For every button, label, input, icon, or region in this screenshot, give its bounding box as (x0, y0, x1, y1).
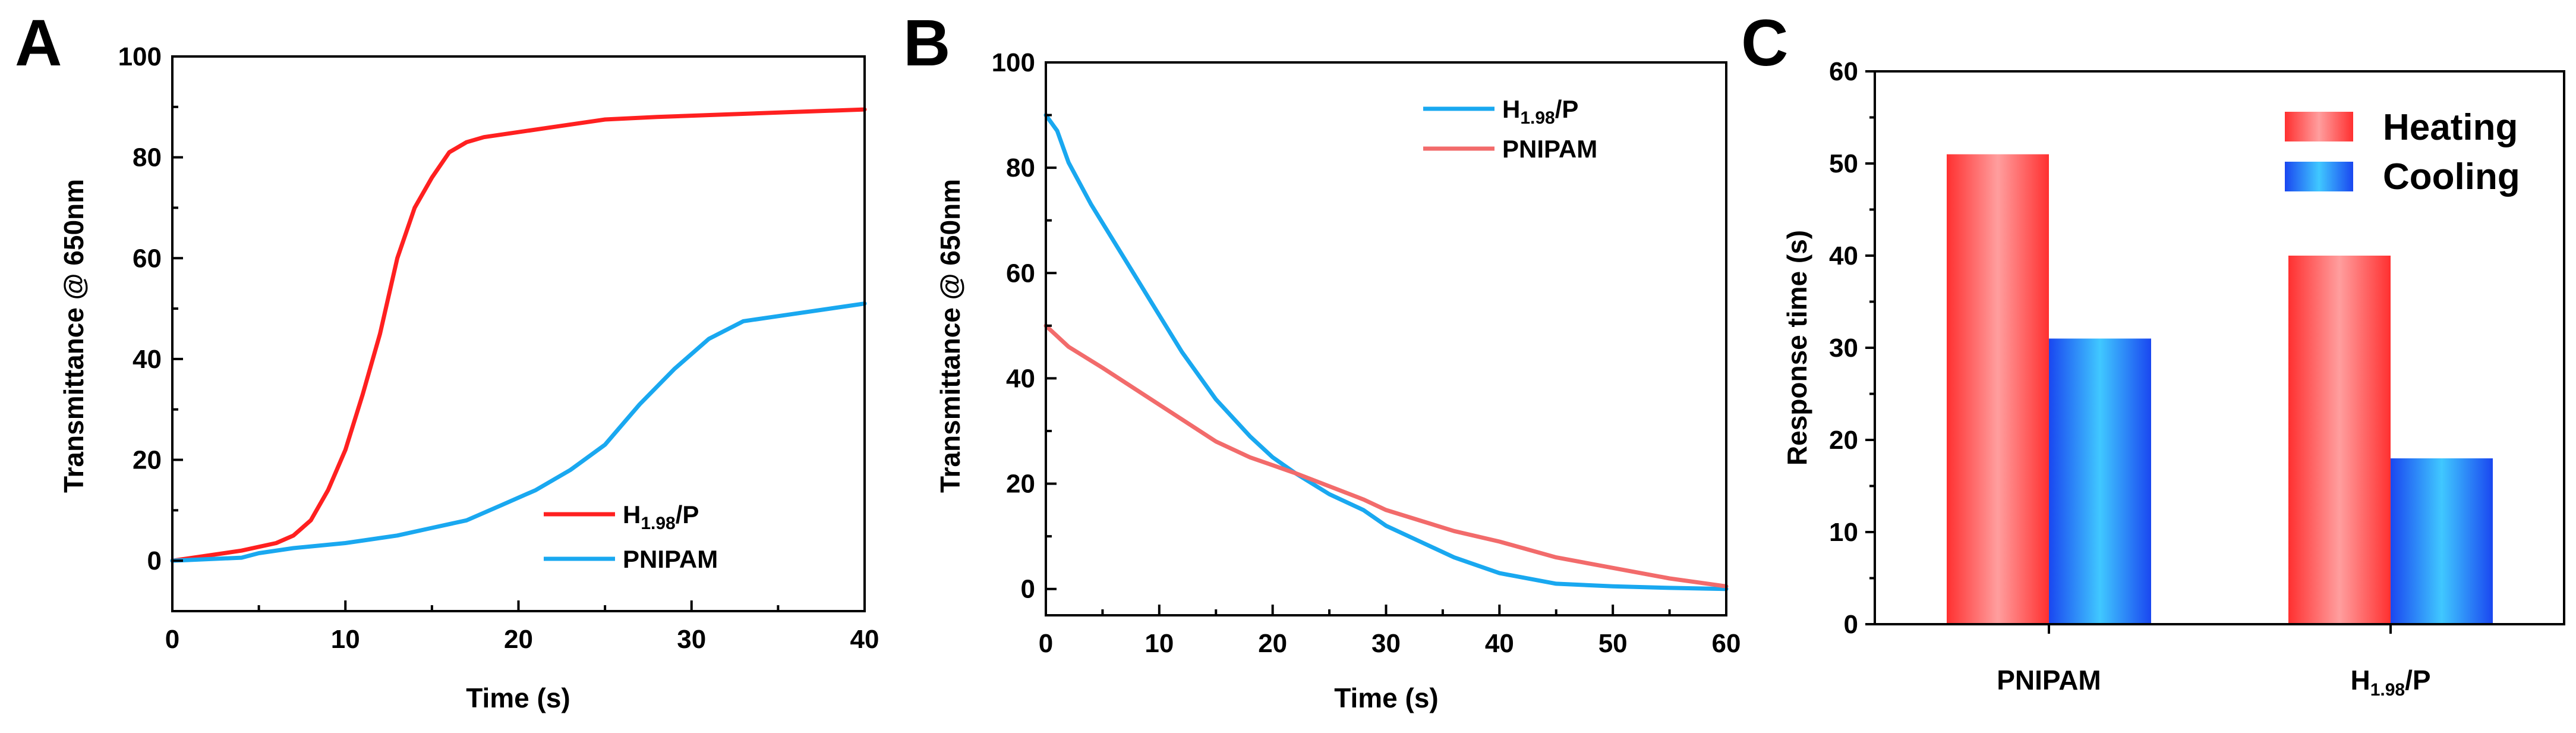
panel-a-ytick-label: 20 (133, 446, 162, 475)
panel-letter-c: C (1741, 7, 1788, 80)
panel-b-frame (1045, 61, 1727, 616)
panel-c-ytick-label: 10 (1829, 518, 1858, 547)
panel-a-ylabel: Transmittance @ 650nm (58, 179, 89, 493)
panel-a-xtick-label: 30 (677, 625, 706, 654)
panel-a-frame (171, 55, 866, 612)
panel-a-xtick-label: 20 (504, 625, 533, 654)
panel-a-legend-label-2: PNIPAM (623, 545, 718, 573)
panel-c-bar-cooling-1 (2049, 338, 2151, 624)
panel-letter-b: B (903, 7, 950, 80)
panel-a-ytick-label: 80 (133, 143, 162, 172)
panel-c-ytick-label: 30 (1829, 334, 1858, 363)
panel-b-ytick-label: 20 (1006, 470, 1035, 499)
panel-b-lines (1043, 113, 1729, 592)
panel-c-legend-swatch-heating (2285, 112, 2353, 141)
panel-c-bar-heating-2 (2288, 256, 2391, 624)
panel-b-legend-label-1: H1.98/P (1502, 95, 1578, 128)
panel-b-ytick-label: 100 (992, 48, 1035, 77)
panel-a-xlabel: Time (s) (466, 682, 570, 713)
panel-a-legend-label-1: H1.98/P (623, 501, 699, 533)
panel-c-legend-label-cooling: Cooling (2383, 156, 2520, 197)
panel-a-ytick-label: 60 (133, 244, 162, 273)
panel-b-chart: 0 10 20 30 40 50 60 0 20 40 60 80 100 Time (s) Trans… (935, 48, 1741, 713)
panel-b-xlabel: Time (s) (1334, 682, 1439, 713)
panel-b-ticks: 0 10 20 30 40 50 60 0 20 40 60 80 100 (992, 48, 1741, 658)
panel-c-ticks: 0 10 20 30 40 50 60 (1829, 57, 2392, 639)
panel-b-xtick-label: 50 (1598, 629, 1628, 658)
panel-a-xtick-label: 40 (850, 625, 879, 654)
panel-c-category-label-1: PNIPAM (1997, 665, 2101, 696)
panel-b-ytick-label: 0 (1021, 575, 1035, 604)
panel-b-xtick-label: 20 (1258, 629, 1287, 658)
panel-a-ytick-label: 40 (133, 345, 162, 374)
panel-c-legend-swatch-cooling (2285, 162, 2353, 191)
panel-b-ytick-label: 40 (1006, 364, 1035, 393)
panel-c-ytick-label: 0 (1844, 610, 1858, 639)
panel-b-xtick-label: 60 (1712, 629, 1741, 658)
panel-a-xtick-label: 10 (331, 625, 360, 654)
panel-c-category-labels: PNIPAM H1.98/P (1997, 665, 2430, 700)
panel-a-ytick-label: 100 (118, 42, 162, 71)
panel-b-xtick-label: 30 (1371, 629, 1401, 658)
panel-a-legend: H1.98/P PNIPAM (544, 501, 718, 573)
panel-c-bars (1947, 154, 2493, 624)
panel-b-ytick-label: 60 (1006, 259, 1035, 288)
panel-a-chart: 0 10 20 30 40 0 20 40 60 80 100 Time (s) Transmitt… (58, 42, 879, 713)
panel-c-ytick-label: 20 (1829, 426, 1858, 455)
panel-b-legend-label-2: PNIPAM (1502, 135, 1597, 163)
panel-a-lines (170, 107, 867, 563)
panel-c-ytick-label: 50 (1829, 149, 1858, 178)
panel-a-series-line-1 (170, 107, 867, 563)
panel-c-legend: Heating Cooling (2285, 107, 2520, 197)
panel-a-xtick-label: 0 (165, 625, 179, 654)
panel-b-xtick-label: 0 (1039, 629, 1053, 658)
panel-b-legend: H1.98/P PNIPAM (1423, 95, 1597, 163)
panel-c-chart: 0 10 20 30 40 50 60 Response time (s) Heating … (1782, 57, 2565, 700)
panel-b-xtick-label: 10 (1144, 629, 1174, 658)
panel-b-ytick-label: 80 (1006, 153, 1035, 183)
panel-a-ytick-label: 0 (147, 546, 162, 575)
panel-b-xtick-label: 40 (1485, 629, 1514, 658)
panel-c-bar-heating-1 (1947, 154, 2049, 624)
panel-c-bar-cooling-2 (2391, 458, 2493, 624)
panel-c-ytick-label: 60 (1829, 57, 1858, 86)
panel-b-series-line-1 (1043, 113, 1729, 592)
panel-a-ticks: 0 10 20 30 40 0 20 40 60 80 100 (118, 42, 879, 654)
panel-c-ylabel: Response time (s) (1782, 230, 1812, 465)
panel-letter-a: A (15, 7, 62, 80)
panel-b-ylabel: Transmittance @ 650nm (935, 179, 966, 493)
panel-c-ytick-label: 40 (1829, 241, 1858, 270)
panel-c-category-label-2: H1.98/P (2350, 665, 2430, 700)
panel-c-legend-label-heating: Heating (2383, 107, 2518, 148)
panel-a-series-line-2 (170, 301, 867, 563)
panel-b-series-line-2 (1043, 323, 1729, 589)
